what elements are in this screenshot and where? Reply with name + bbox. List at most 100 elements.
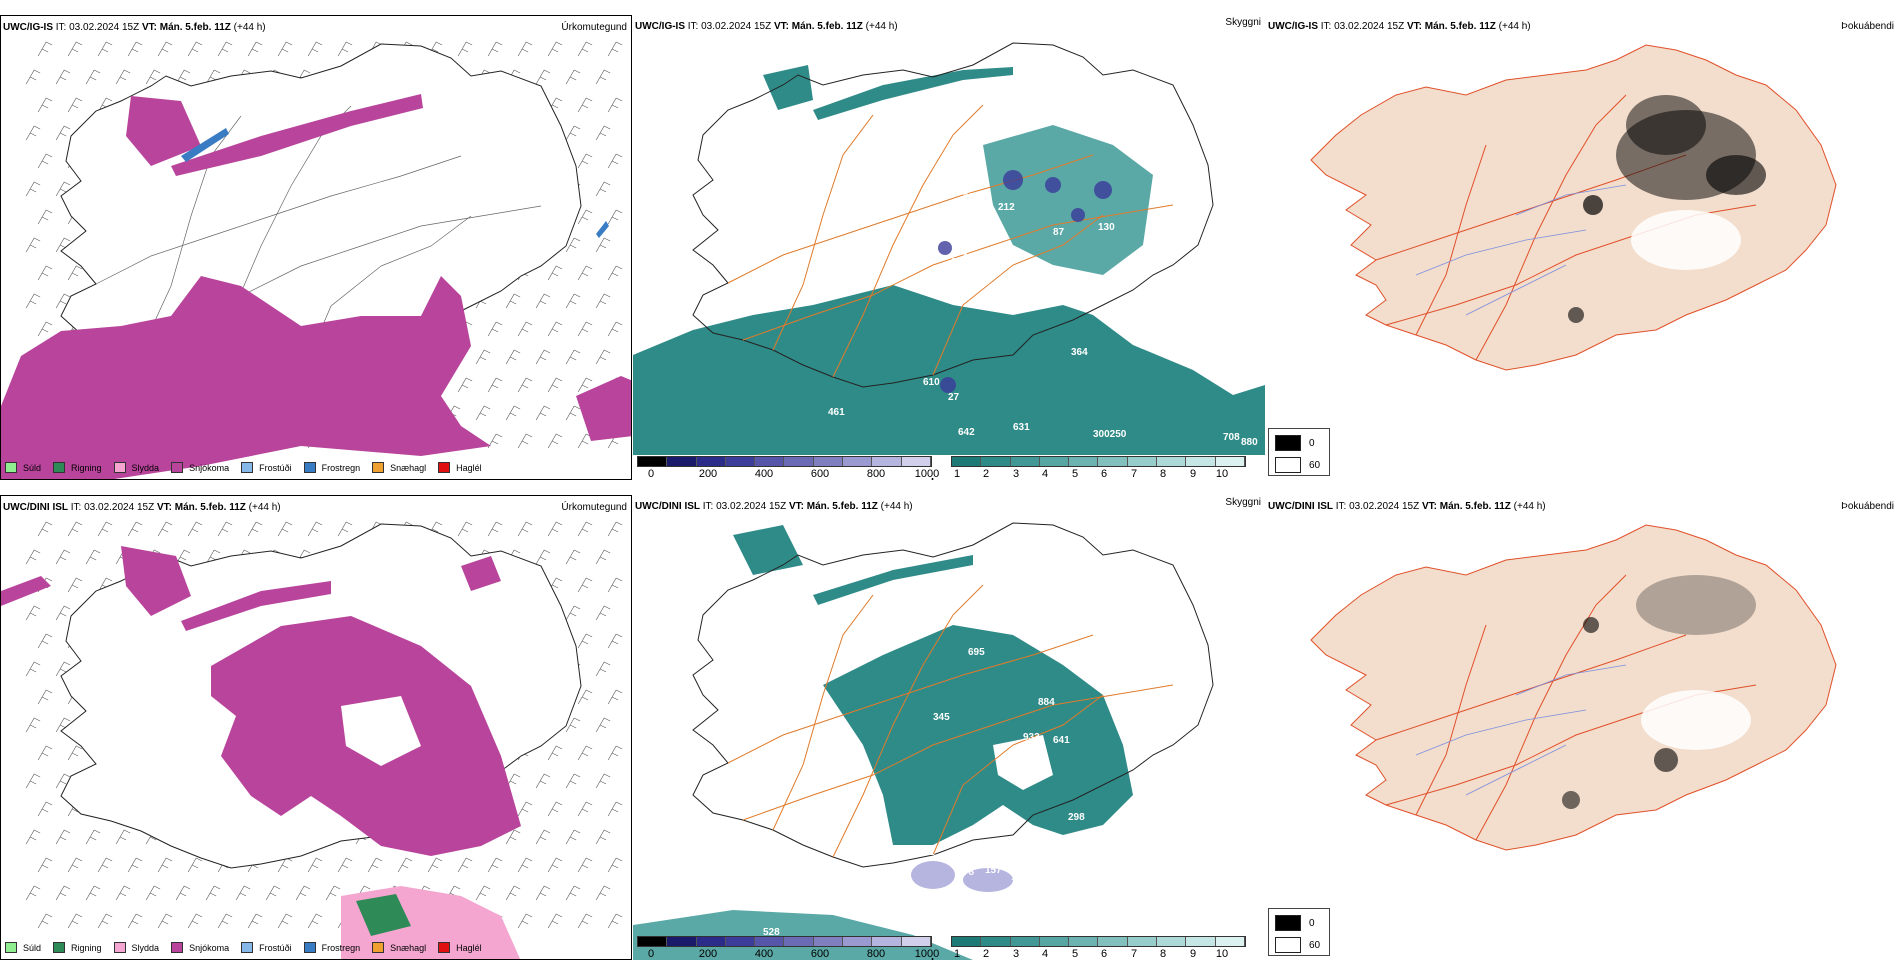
- fog-indicator-dark: [1568, 95, 1766, 323]
- vis-scale-m-tick: 1000: [914, 468, 940, 480]
- legend-swatch: [241, 462, 254, 473]
- wind-barb: [457, 857, 473, 873]
- wind-barb: [517, 433, 533, 449]
- legend-swatch: [5, 462, 17, 473]
- fog-panel-igis: UWC/IG-IS IT: 03.02.2024 15Z VT: Mán. 5.…: [1266, 15, 1898, 480]
- wind-barb: [565, 405, 581, 421]
- it-value: 03.02.2024 15Z: [84, 502, 155, 513]
- vis-scale-m-unit: m: [635, 477, 645, 480]
- it-value: 03.02.2024 15Z: [701, 21, 772, 32]
- wind-barb: [37, 745, 53, 761]
- wind-barb: [37, 913, 53, 929]
- wind-barb: [67, 913, 83, 929]
- wind-barb: [595, 293, 611, 309]
- iceland-outline: [692, 522, 1214, 868]
- wind-barb: [475, 885, 491, 901]
- wind-barb: [157, 521, 173, 537]
- vis-value-label: 157: [985, 865, 1002, 876]
- legend-item: Slydda: [113, 942, 159, 953]
- wind-barb: [565, 605, 581, 621]
- wind-barb: [577, 209, 593, 225]
- wind-barb: [217, 41, 233, 57]
- vis-value-label: 884: [1038, 697, 1055, 708]
- wind-barb: [607, 521, 623, 537]
- precip-map: [1, 41, 631, 479]
- wind-barb: [37, 153, 53, 169]
- vt-value: Mán. 5.feb. 11Z: [159, 22, 231, 33]
- wind-barb: [517, 321, 533, 337]
- wind-barb: [565, 349, 581, 365]
- legend-item: Frostúði: [241, 942, 292, 953]
- wind-barb: [577, 41, 593, 57]
- fog-legend-swatch: [1275, 457, 1301, 473]
- it-label: IT:: [70, 502, 82, 513]
- wind-barb: [307, 857, 323, 873]
- vis-value-label: 528: [763, 927, 780, 938]
- wind-barb: [97, 857, 113, 873]
- vis-scale-km: km 1 2 3 4 5 6 7 8 9 10: [931, 936, 1246, 960]
- vis-value-label: 506: [778, 157, 795, 168]
- fog-indicator-light: [1631, 210, 1741, 270]
- wind-barb: [487, 41, 503, 57]
- legend-swatch: [438, 462, 451, 473]
- panel-title: Þokuábendi: [1841, 21, 1894, 32]
- fog-legend-swatch: [1275, 435, 1301, 451]
- wind-barb: [505, 829, 521, 845]
- legend-swatch: [5, 942, 17, 953]
- vis-scale-km-tick: 5: [1071, 468, 1079, 480]
- wind-barb: [25, 717, 41, 733]
- wind-barb: [457, 521, 473, 537]
- vis-value-label: 300250: [1093, 429, 1127, 440]
- vis-scale-m-boxes: [637, 936, 932, 947]
- wind-barb: [277, 913, 293, 929]
- wind-barb: [535, 885, 551, 901]
- wind-barb: [277, 521, 293, 537]
- wind-barb: [37, 265, 53, 281]
- it-label: IT:: [1320, 21, 1332, 32]
- wind-barb: [607, 153, 623, 169]
- wind-barb: [577, 377, 593, 393]
- wind-barb: [37, 689, 53, 705]
- model-name: UWC/DINI ISL: [1268, 501, 1333, 512]
- wind-barb: [595, 605, 611, 621]
- panel-header: UWC/DINI ISL IT: 03.02.2024 15Z VT: Mán.…: [1268, 501, 1546, 512]
- wind-barb: [55, 293, 71, 309]
- vis-teal-area: [823, 625, 1133, 845]
- wind-barb: [55, 605, 71, 621]
- legend-item: Rigning: [53, 942, 102, 953]
- vis-value-label: 298: [1068, 812, 1085, 823]
- wind-barb: [175, 549, 191, 565]
- wind-barb: [487, 433, 503, 449]
- it-label: IT:: [55, 22, 67, 33]
- legend-swatch: [113, 462, 126, 473]
- wind-barb: [517, 913, 533, 929]
- wind-barb: [577, 633, 593, 649]
- vis-value-label: 631: [1013, 422, 1030, 433]
- rivers: [1415, 184, 1627, 316]
- vis-scale-km-tick: 10: [1215, 468, 1229, 480]
- vis-blue-spots: [938, 170, 1112, 393]
- vt-label: VT:: [141, 22, 157, 33]
- vis-value-label: 227: [951, 257, 968, 268]
- freezing-rain-area: [181, 128, 609, 238]
- wind-barb: [25, 181, 41, 197]
- wind-barb: [607, 745, 623, 761]
- precip-map: [1, 521, 623, 959]
- vis-scale-km-unit: km: [931, 477, 947, 480]
- wind-barb: [37, 633, 53, 649]
- wind-barb: [535, 549, 551, 565]
- wind-barb: [487, 857, 503, 873]
- lead-time: (+44 h): [1498, 21, 1531, 32]
- wind-barb: [547, 801, 563, 817]
- panel-header: UWC/DINI ISL IT: 03.02.2024 15Z VT: Mán.…: [3, 502, 281, 513]
- lead-time: (+44 h): [880, 501, 913, 512]
- iceland-outline: [692, 42, 1214, 388]
- wind-barb: [577, 913, 593, 929]
- legend-swatch: [113, 942, 126, 953]
- wind-barb: [517, 801, 533, 817]
- vis-scale-m: m 0 200 400 600 800 1000: [635, 456, 939, 480]
- vis-value-label: 304: [963, 192, 980, 203]
- wind-barb: [577, 857, 593, 873]
- wind-barb: [55, 181, 71, 197]
- vis-scale-km-tick: 1: [953, 468, 961, 480]
